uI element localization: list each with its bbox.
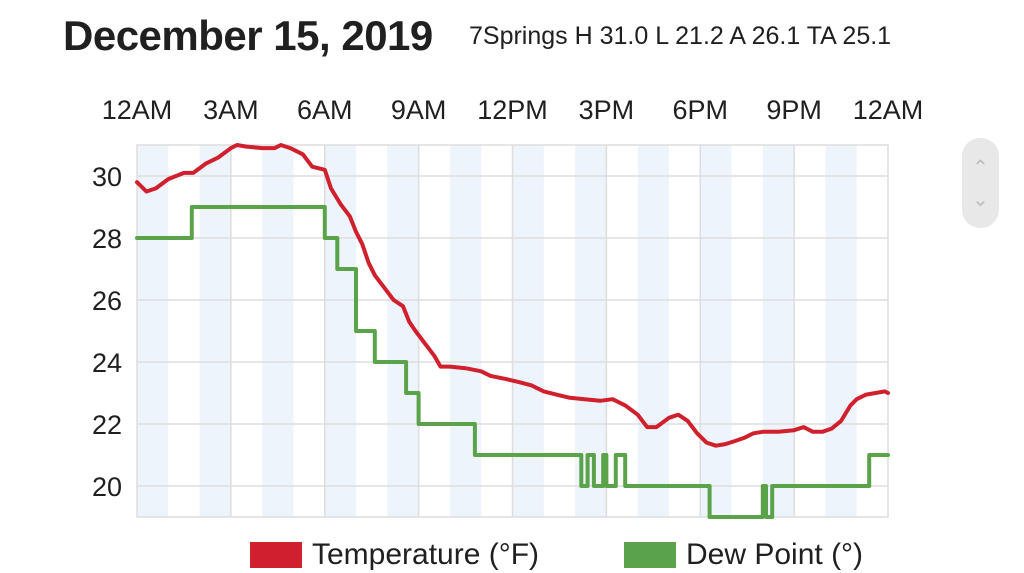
legend-swatch-dew-point [624, 542, 676, 568]
y-tick-label: 22 [92, 410, 122, 440]
hour-band [137, 145, 169, 517]
hour-band [199, 145, 231, 517]
x-tick-label: 3PM [579, 95, 635, 125]
page-title: December 15, 2019 [63, 12, 433, 59]
x-tick-label: 12PM [477, 95, 548, 125]
x-tick-label: 12AM [853, 95, 924, 125]
y-tick-label: 20 [92, 472, 122, 502]
y-tick-label: 26 [92, 286, 122, 316]
x-tick-label: 6PM [672, 95, 728, 125]
x-tick-label: 3AM [203, 95, 259, 125]
hour-band [825, 145, 857, 517]
hour-band [762, 145, 795, 517]
hour-band [700, 145, 732, 517]
y-tick-label: 28 [92, 224, 122, 254]
hour-band [449, 145, 482, 517]
y-tick-label: 30 [92, 162, 122, 192]
dew-point-line [135, 205, 890, 519]
weather-summary: 7Springs H 31.0 L 21.2 A 26.1 TA 25.1 [469, 22, 892, 50]
x-tick-label: 9AM [391, 95, 447, 125]
x-tick-label: 6AM [297, 95, 353, 125]
x-tick-label: 12AM [102, 95, 173, 125]
hour-band [262, 145, 294, 517]
legend-swatch-temperature [250, 542, 302, 568]
legend-item-dew-point[interactable]: Dew Point (°) [624, 538, 863, 572]
temperature-line [135, 143, 890, 448]
legend-label-dew-point: Dew Point (°) [686, 538, 864, 571]
chevron-up-icon[interactable]: ⌃ [972, 157, 989, 179]
chart-scroll-control[interactable]: ⌃ ⌄ [962, 138, 999, 228]
chevron-down-icon[interactable]: ⌄ [972, 189, 989, 211]
x-tick-label: 9PM [766, 95, 822, 125]
y-tick-label: 24 [92, 348, 122, 378]
hour-band [512, 145, 544, 517]
legend-item-temperature[interactable]: Temperature (°F) [250, 538, 539, 572]
legend-label-temperature: Temperature (°F) [312, 538, 540, 571]
hour-band [637, 145, 669, 517]
